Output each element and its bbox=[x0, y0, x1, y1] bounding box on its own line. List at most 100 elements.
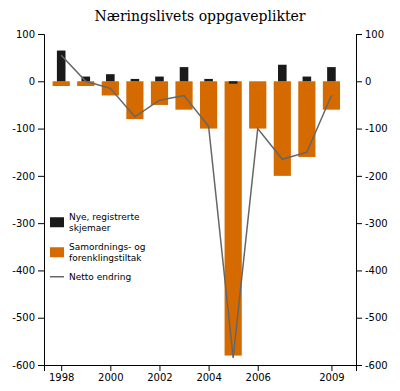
tick-label: -100 bbox=[12, 123, 35, 134]
tick-label: 1998 bbox=[49, 372, 74, 383]
tick-label: -200 bbox=[12, 171, 35, 182]
tick: -600 bbox=[12, 360, 44, 371]
line bbox=[61, 55, 331, 358]
tick-mark bbox=[356, 129, 362, 130]
tick-label: 100 bbox=[16, 29, 35, 40]
y2-axis: -600 -500 -400 -300 -200 -100 0 100 bbox=[356, 29, 388, 371]
bar bbox=[278, 65, 287, 82]
legend-label-line: Netto endring bbox=[69, 272, 131, 282]
tick-label: -600 bbox=[365, 360, 388, 371]
tick-mark bbox=[331, 365, 332, 371]
legend-swatch bbox=[50, 247, 64, 257]
tick-label: -400 bbox=[365, 265, 388, 276]
bar-series bbox=[53, 81, 340, 355]
bar bbox=[327, 67, 336, 81]
tick: -400 bbox=[12, 265, 44, 276]
tick-label: -200 bbox=[365, 171, 388, 182]
bar bbox=[303, 77, 312, 82]
tick-label: 2006 bbox=[246, 372, 271, 383]
y-axis: -600 -500 -400 -300 -200 -100 0 100 bbox=[12, 29, 44, 371]
tick-mark bbox=[38, 176, 44, 177]
bar bbox=[155, 77, 164, 82]
tick-mark bbox=[356, 223, 362, 224]
tick: 2004 bbox=[196, 365, 221, 383]
tick-mark bbox=[159, 365, 160, 371]
tick-mark bbox=[38, 223, 44, 224]
tick: 1998 bbox=[49, 365, 74, 383]
title: Næringslivets oppgaveplikter bbox=[94, 8, 305, 24]
legend-item: Samordnings- ogforenklingstiltak bbox=[50, 242, 145, 263]
tick-mark bbox=[38, 34, 44, 35]
tick-label: -400 bbox=[12, 265, 35, 276]
tick-label: 100 bbox=[365, 29, 384, 40]
tick-mark bbox=[356, 176, 362, 177]
legend-swatch bbox=[50, 217, 64, 227]
tick-label: 0 bbox=[29, 76, 35, 87]
legend-label-line: skjemaer bbox=[69, 223, 111, 233]
tick: -500 bbox=[12, 312, 44, 323]
legend-label-line: Nye, registrerte bbox=[69, 212, 140, 222]
bar bbox=[106, 74, 115, 81]
tick-mark bbox=[38, 365, 44, 366]
tick-mark bbox=[38, 81, 44, 82]
tick-mark bbox=[356, 270, 362, 271]
tick-mark bbox=[38, 318, 44, 319]
tick: -200 bbox=[356, 171, 388, 182]
tick-label: 0 bbox=[365, 76, 371, 87]
bar bbox=[200, 81, 217, 128]
tick: -600 bbox=[356, 360, 388, 371]
tick-label: -600 bbox=[12, 360, 35, 371]
tick-mark bbox=[38, 270, 44, 271]
tick-mark bbox=[61, 365, 62, 371]
tick-label: -300 bbox=[12, 218, 35, 229]
chart-svg: 1998 2000 2002 2004 2006 2009 -600 -500 -400 -300… bbox=[0, 0, 400, 391]
legend-label-line: forenklingstiltak bbox=[69, 253, 142, 263]
legend: Nye, registrerteskjemaer Samordnings- ogf… bbox=[50, 212, 145, 282]
chart-container: 1998 2000 2002 2004 2006 2009 -600 -500 -400 -300… bbox=[0, 0, 400, 391]
plot-root: 1998 2000 2002 2004 2006 2009 -600 -500 -400 -300… bbox=[12, 29, 387, 383]
tick: 2009 bbox=[319, 365, 344, 383]
tick-mark bbox=[356, 81, 362, 82]
tick-label: 2004 bbox=[196, 372, 221, 383]
legend-item: Netto endring bbox=[50, 272, 131, 282]
tick-label: -100 bbox=[365, 123, 388, 134]
bar bbox=[151, 81, 168, 105]
tick: 100 bbox=[356, 29, 384, 40]
tick: -200 bbox=[12, 171, 44, 182]
bar bbox=[298, 81, 315, 157]
tick-mark bbox=[38, 129, 44, 130]
tick-mark bbox=[356, 318, 362, 319]
bar bbox=[57, 51, 66, 82]
bar bbox=[131, 79, 140, 81]
tick: 100 bbox=[16, 29, 44, 40]
axis-domain bbox=[357, 35, 363, 366]
tick-label: -300 bbox=[365, 218, 388, 229]
tick: -100 bbox=[356, 123, 388, 134]
tick-mark bbox=[209, 365, 210, 371]
bar bbox=[225, 81, 242, 355]
bar bbox=[180, 67, 189, 81]
tick: -500 bbox=[356, 312, 388, 323]
tick-label: 2000 bbox=[98, 372, 123, 383]
bar bbox=[274, 81, 291, 176]
tick-mark bbox=[258, 365, 259, 371]
axis-domain bbox=[45, 366, 357, 372]
tick: 2006 bbox=[246, 365, 271, 383]
tick: 2002 bbox=[147, 365, 172, 383]
tick-label: -500 bbox=[12, 312, 35, 323]
marks bbox=[53, 51, 340, 358]
bar bbox=[204, 79, 213, 81]
tick: -300 bbox=[12, 218, 44, 229]
tick-label: -500 bbox=[365, 312, 388, 323]
legend-label: Netto endring bbox=[69, 272, 131, 282]
tick: -100 bbox=[12, 123, 44, 134]
tick: -300 bbox=[356, 218, 388, 229]
tick-mark bbox=[110, 365, 111, 371]
bar bbox=[53, 81, 70, 86]
bar bbox=[229, 81, 238, 83]
tick-label: 2009 bbox=[319, 372, 344, 383]
legend-label: Nye, registrerteskjemaer bbox=[69, 212, 140, 233]
bar bbox=[249, 81, 266, 128]
tick: 0 bbox=[29, 76, 44, 87]
legend-item: Nye, registrerteskjemaer bbox=[50, 212, 140, 233]
